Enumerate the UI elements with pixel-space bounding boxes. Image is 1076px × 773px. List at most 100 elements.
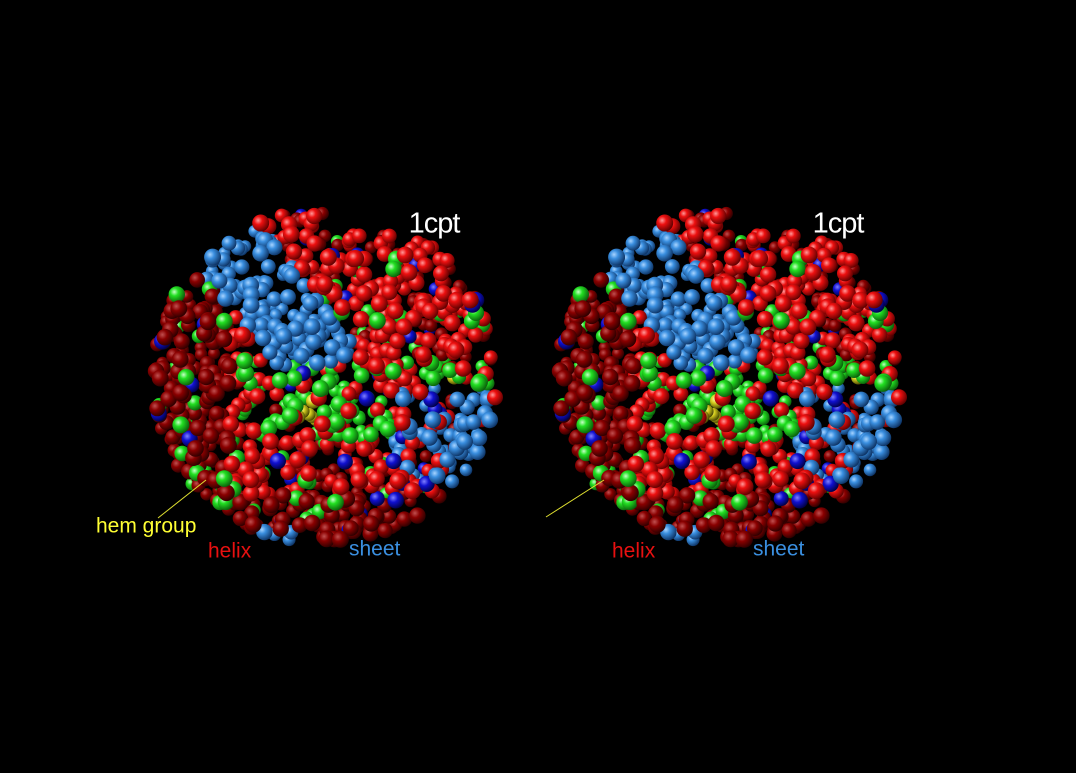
atom [575,351,593,368]
atom [703,427,720,444]
atom [331,530,349,548]
atom [638,259,654,275]
atom [704,465,721,482]
atom [271,372,289,389]
atom [415,346,432,363]
atom [759,266,777,283]
atom [363,515,380,532]
atom [762,390,779,407]
atom [731,493,748,511]
atom [332,478,350,495]
atom [281,407,299,424]
atom [236,352,253,370]
atom [355,266,373,283]
atom [461,291,479,309]
atom [646,485,664,502]
atom [720,275,738,293]
atom [697,347,714,364]
atom [673,355,689,371]
atom [433,265,449,282]
hem-pointer [545,479,605,518]
atom [381,284,398,301]
atom [421,429,438,446]
atom [303,514,321,532]
atom [306,207,323,225]
atom [732,413,749,431]
atom [215,330,233,348]
atom [715,380,733,397]
atom [824,332,841,349]
atom [863,463,877,477]
atom [234,326,251,344]
atom [470,375,488,392]
atom [172,384,190,402]
atom [222,415,239,433]
atom [449,391,466,408]
atom [172,416,190,434]
atom [417,257,433,274]
atom [847,314,865,332]
atom [608,248,626,266]
atom [215,312,233,330]
atom [853,391,870,408]
atom [173,333,190,350]
atom [684,464,700,481]
atom [262,433,279,450]
atom [673,452,690,470]
atom [252,214,270,232]
atom [707,514,725,532]
atom [291,517,308,533]
atom [675,372,693,389]
atom [266,291,282,307]
atom [887,350,902,365]
atom [262,344,278,360]
atom [816,383,833,400]
atom [593,272,609,288]
atom [825,429,842,446]
atom [767,515,784,532]
atom [245,422,263,440]
atom [412,383,429,400]
atom [321,309,338,326]
atom [207,347,221,360]
atom [424,411,442,429]
atom [727,339,745,356]
atom [252,244,269,262]
atom [799,318,817,336]
atom [353,367,370,384]
atom [725,309,742,326]
atom [852,291,869,309]
atom [619,330,637,348]
atom [613,405,629,422]
atom [683,435,699,451]
atom [311,380,329,397]
atom [670,291,686,307]
atom [223,455,241,473]
atom [670,239,687,256]
atom [470,429,488,447]
hem-label: hem group [96,515,196,538]
atom [606,427,624,444]
atom [217,290,234,307]
atom [342,427,359,444]
atom [713,354,730,371]
atom [574,300,592,318]
atom [254,329,272,347]
atom [448,291,465,309]
atom [369,312,386,329]
atom [323,354,339,369]
atom [221,357,238,375]
atom [204,288,220,304]
atom [664,419,682,437]
atom [781,523,797,539]
atom [305,333,322,351]
atom [741,453,757,470]
atom [177,368,195,386]
atom [171,351,189,368]
atom [439,451,456,468]
atom [303,318,321,335]
atom [352,349,369,366]
atom [705,440,722,457]
